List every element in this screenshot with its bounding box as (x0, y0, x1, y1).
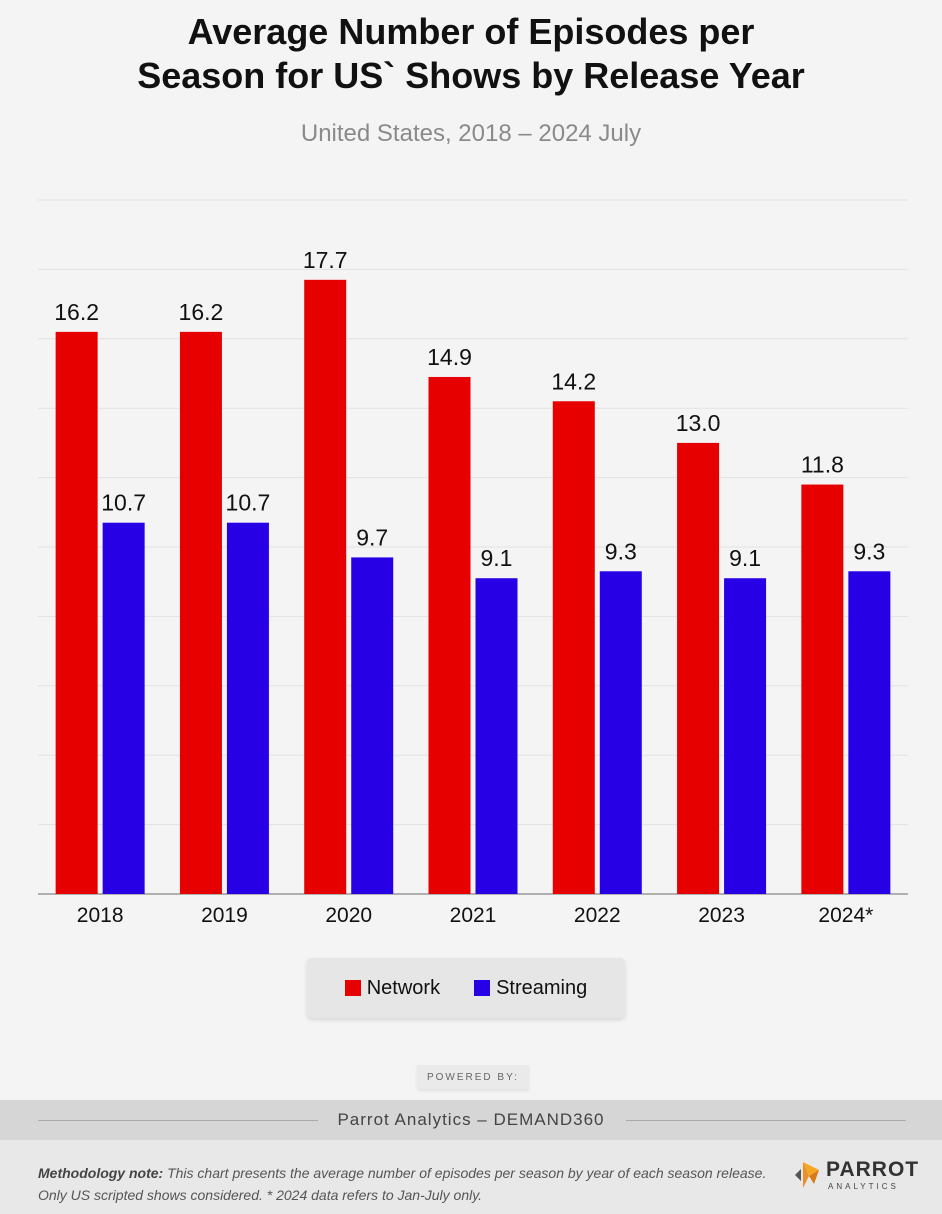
attribution-divider-left (38, 1120, 318, 1121)
chart-title-line-1: Average Number of Episodes per (187, 11, 755, 52)
legend-label-streaming: Streaming (496, 976, 588, 999)
x-tick-label: 2020 (325, 904, 372, 927)
methodology-note: Methodology note: This chart presents th… (38, 1162, 778, 1206)
data-label-network: 14.9 (427, 344, 472, 370)
legend: Network Streaming (307, 958, 625, 1018)
chart-subtitle: United States, 2018 – 2024 July (300, 120, 642, 147)
attribution-divider-right (626, 1120, 906, 1121)
bar-streaming (351, 557, 394, 894)
data-label-streaming: 9.7 (356, 524, 388, 550)
logo-wordmark: PARROT (826, 1158, 920, 1181)
attribution-text: Parrot Analytics – DEMAND360 (325, 1110, 617, 1130)
bar-network (304, 279, 347, 894)
legend-label-network: Network (366, 976, 441, 999)
bar-streaming (848, 571, 891, 894)
x-tick-label: 2024* (818, 904, 873, 927)
legend-item-streaming: Streaming (474, 977, 587, 1000)
legend-swatch-streaming (474, 980, 491, 996)
x-tick-label: 2023 (698, 904, 745, 927)
x-tick-label: 2021 (450, 904, 497, 927)
bar-streaming (226, 522, 269, 894)
parrot-analytics-logo: PARROT ANALYTICS (792, 1156, 922, 1196)
methodology-text: This chart presents the average number o… (38, 1165, 767, 1203)
data-label-streaming: 10.7 (226, 490, 271, 516)
legend-swatch-network (344, 980, 361, 996)
bar-network (428, 376, 471, 895)
bar-streaming (724, 578, 767, 894)
x-tick-label: 2022 (574, 904, 621, 927)
bar-network (179, 331, 222, 894)
bar-streaming (102, 522, 145, 894)
data-label-streaming: 9.1 (481, 545, 513, 571)
legend-item-network: Network (344, 976, 441, 1000)
data-label-streaming: 10.7 (101, 490, 146, 516)
footer: Methodology note: This chart presents th… (0, 1140, 942, 1214)
bar-streaming (599, 571, 642, 894)
x-tick-label: 2019 (201, 904, 248, 927)
bar-network (801, 484, 844, 894)
data-label-network: 11.8 (801, 452, 844, 478)
data-label-network: 16.2 (179, 299, 224, 325)
bar-network (55, 331, 98, 894)
data-label-network: 17.7 (303, 247, 348, 273)
powered-by-tag: POWERED BY: (417, 1065, 529, 1089)
parrot-logo-icon (795, 1162, 819, 1188)
bar-network (677, 442, 720, 894)
bar-network (552, 401, 595, 894)
chart-title: Average Number of Episodes per Season fo… (0, 10, 942, 98)
bar-streaming (475, 578, 518, 894)
data-label-streaming: 9.1 (729, 545, 761, 571)
data-label-network: 16.2 (54, 299, 99, 325)
x-tick-label: 2018 (77, 904, 124, 927)
bar-chart: 16.2 10.7 2018 16.2 10.7 2019 17.7 9.7 2020 14.9 9… (38, 199, 908, 927)
data-label-streaming: 9.3 (605, 538, 637, 564)
data-label-network: 13.0 (676, 410, 721, 436)
data-label-network: 14.2 (551, 368, 596, 394)
chart-title-line-2: Season for US` Shows by Release Year (137, 55, 805, 96)
methodology-label: Methodology note: (38, 1165, 164, 1181)
logo-subtext: ANALYTICS (828, 1182, 899, 1191)
data-label-streaming: 9.3 (853, 538, 885, 564)
attribution-band: Parrot Analytics – DEMAND360 (0, 1100, 942, 1140)
